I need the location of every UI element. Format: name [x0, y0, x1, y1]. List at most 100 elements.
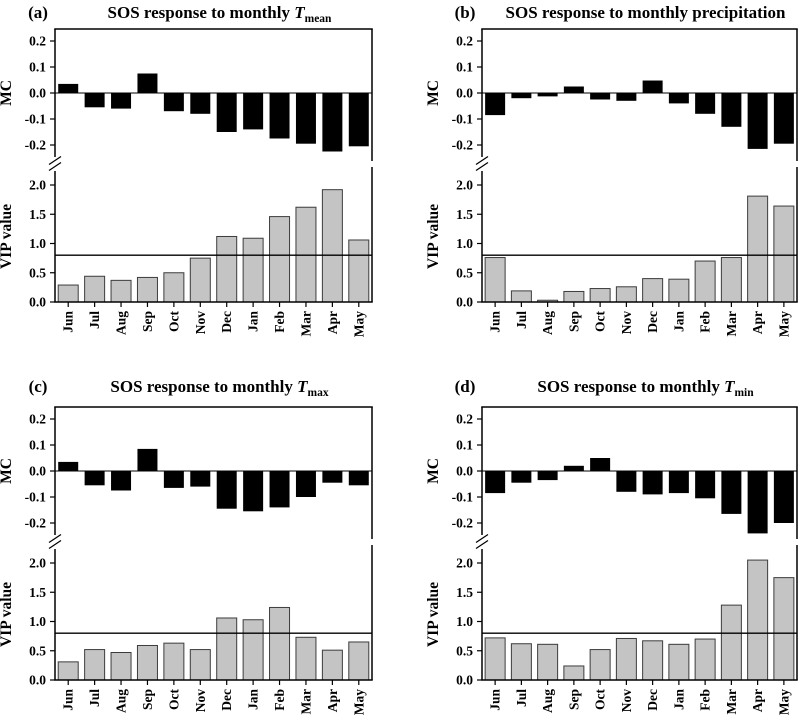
axis-break-mark-0: [48, 156, 62, 165]
mc-bar-Nov: [190, 93, 211, 114]
x-tick-label-Nov: Nov: [193, 689, 208, 712]
x-tick-label-Jun: Jun: [61, 311, 76, 333]
x-tick-label-Sep: Sep: [140, 689, 155, 710]
x-tick-label-Sep: Sep: [566, 689, 581, 710]
mc-bar-Feb: [269, 471, 290, 508]
mc-tick-label: 0.1: [456, 438, 473, 453]
mc-tick-label: 0.2: [456, 34, 473, 49]
mc-bar-May: [773, 471, 794, 523]
mc-axis-title: MC: [0, 458, 15, 484]
mc-bar-Jan: [668, 93, 689, 104]
x-tick-label-Jun: Jun: [61, 689, 76, 711]
x-tick-label-Oct: Oct: [166, 311, 181, 332]
mc-tick-label: 0.0: [29, 464, 46, 479]
mc-bar-Jul: [511, 471, 532, 483]
vip-axis-title: VIP value: [0, 204, 15, 269]
mc-tick-label: -0.2: [452, 138, 474, 153]
vip-bar-Nov: [615, 637, 637, 681]
panel-label: (b): [455, 3, 476, 22]
mc-tick-label: 0.2: [456, 412, 473, 427]
vip-tick-label: 0.5: [456, 643, 473, 658]
x-tick-label-Aug: Aug: [114, 311, 129, 335]
mc-bar-May: [773, 93, 794, 144]
vip-bar-Dec: [642, 640, 664, 681]
mc-bar-Mar: [721, 93, 742, 127]
mc-bar-Nov: [616, 93, 637, 101]
mc-bar-Apr: [747, 471, 768, 534]
mc-bar-Apr: [322, 93, 343, 152]
mc-bar-Nov: [616, 471, 637, 492]
vip-bar-Aug: [110, 652, 132, 681]
mc-bar-Sep: [137, 448, 158, 471]
mc-bar-Dec: [216, 471, 237, 509]
mc-bar-Jul: [84, 471, 105, 486]
x-tick-label-Apr: Apr: [750, 689, 765, 712]
vip-tick-label: 0.5: [29, 265, 46, 280]
mc-bar-Sep: [563, 86, 584, 93]
vip-bar-Apr: [747, 559, 769, 681]
vip-tick-label: 1.0: [29, 614, 46, 629]
mc-bar-Oct: [163, 471, 184, 488]
vip-tick-label: 0.5: [456, 265, 473, 280]
vip-bar-Jan: [242, 619, 264, 681]
mc-bar-Nov: [190, 471, 211, 487]
mc-bar-May: [348, 93, 369, 147]
axis-break-mark-1: [475, 540, 489, 549]
mc-bar-Jun: [485, 471, 506, 494]
mc-bar-Aug: [111, 471, 132, 491]
vip-bar-Jun: [57, 661, 79, 681]
vip-bar-May: [348, 239, 370, 303]
mc-bar-Jul: [84, 93, 105, 108]
mc-axis-title: MC: [425, 458, 442, 484]
vip-bar-Sep: [136, 276, 158, 303]
vip-bar-Jul: [510, 290, 532, 303]
vip-bar-Feb: [694, 638, 716, 681]
vip-tick-label: 1.5: [456, 585, 473, 600]
x-tick-label-Jan: Jan: [246, 689, 261, 711]
vip-tick-label: 1.5: [456, 207, 473, 222]
panel-title: SOS response to monthly Tmax: [110, 377, 328, 399]
x-tick-label-Nov: Nov: [193, 311, 208, 334]
mc-bar-Aug: [537, 471, 558, 481]
mc-bar-Aug: [111, 93, 132, 109]
mc-bar-Apr: [747, 93, 768, 149]
x-tick-label-Apr: Apr: [750, 311, 765, 334]
x-tick-label-Feb: Feb: [272, 311, 287, 333]
vip-bar-Apr: [321, 189, 343, 303]
x-tick-label-May: May: [776, 311, 791, 337]
x-tick-label-Jun: Jun: [488, 689, 503, 711]
x-tick-label-Mar: Mar: [298, 311, 313, 336]
vip-bar-Nov: [189, 649, 211, 681]
vip-bar-Dec: [216, 235, 238, 303]
mc-bar-Dec: [642, 80, 663, 93]
vip-bar-Dec: [642, 278, 664, 303]
mc-tick-label: 0.0: [456, 464, 473, 479]
x-tick-label-Mar: Mar: [724, 311, 739, 336]
mc-bar-Jan: [243, 471, 264, 512]
x-tick-label-Jun: Jun: [488, 311, 503, 333]
x-tick-label-Jan: Jan: [671, 311, 686, 333]
x-tick-label-Feb: Feb: [698, 689, 713, 711]
x-tick-label-Aug: Aug: [540, 689, 555, 713]
mc-axis-title: MC: [0, 80, 15, 106]
vip-bar-Feb: [269, 216, 291, 303]
vip-bar-Mar: [720, 604, 742, 681]
mc-bar-Sep: [137, 73, 158, 93]
mc-tick-label: -0.1: [25, 112, 47, 127]
mc-tick-label: 0.2: [29, 412, 46, 427]
vip-bar-May: [348, 641, 370, 681]
panel-title: SOS response to monthly Tmean: [108, 3, 333, 25]
vip-tick-label: 1.0: [29, 236, 46, 251]
mc-bar-Jan: [668, 471, 689, 494]
x-tick-label-Jul: Jul: [514, 689, 529, 707]
vip-bar-Mar: [295, 636, 317, 681]
x-tick-label-Mar: Mar: [724, 689, 739, 714]
vip-bar-Sep: [563, 665, 585, 681]
mc-bar-Oct: [590, 458, 611, 471]
vip-bar-Jun: [484, 257, 506, 303]
vip-bar-May: [773, 577, 795, 681]
vip-bar-Jul: [84, 649, 106, 681]
vip-bar-Nov: [189, 257, 211, 303]
x-tick-label-May: May: [351, 689, 366, 715]
